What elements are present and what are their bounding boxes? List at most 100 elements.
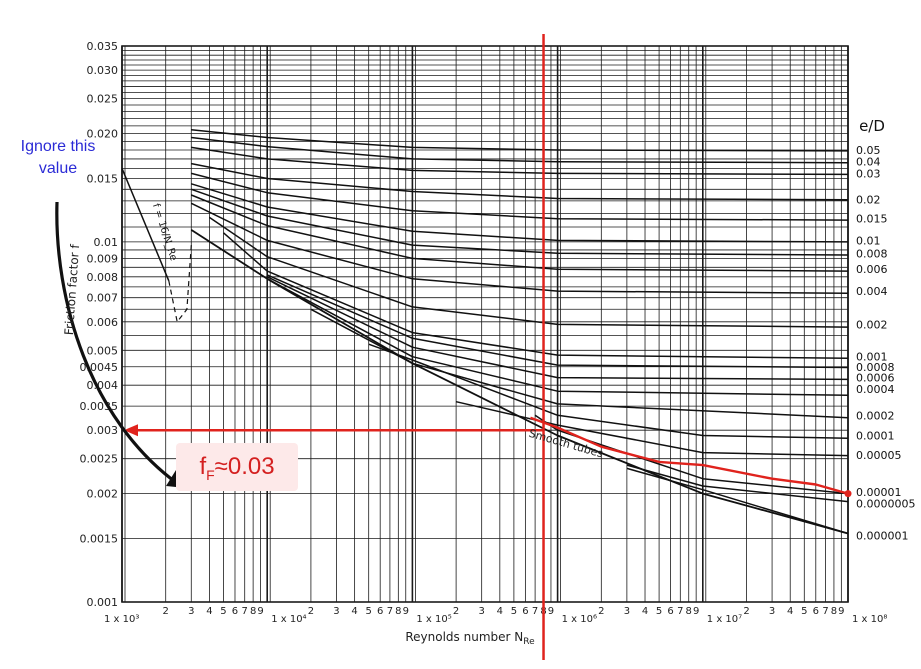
y-tick-label: 0.025 [87,93,119,106]
x-minor-label: 4 [497,606,503,617]
red-arrowhead [124,424,138,437]
roughness-label: 0.0002 [856,409,895,422]
ff-symbol: f [199,453,207,480]
curve-0-03 [191,146,849,176]
friction-factor-result-box: fF≈0.03 [176,443,298,491]
roughness-label: 0.0008 [856,361,895,374]
y-tick-labels: 0.035 0.030 0.025 0.020 0.015 0.01 0.009 0.008 0… [80,40,119,609]
curve-Smooth-tubes [190,229,849,535]
curve-0-0008 [266,274,849,369]
curve-0-0006 [266,276,849,381]
curve-0-015 [191,172,849,221]
laminar-label: f = 16/N_Re [150,202,179,262]
x-minor-label: 3 [188,606,194,617]
y-tick-label: 0.0025 [80,453,119,466]
ff-value: ≈0.03 [214,453,275,480]
curve-0-001 [223,232,849,360]
roughness-label: 0.004 [856,285,888,298]
y-tick-label: 0.035 [87,40,119,53]
legend-title: e/D [859,117,885,135]
x-minor-label: 9 [403,606,409,617]
x-minor-label: 6 [232,606,238,617]
y-tick-label: 0.015 [87,173,119,186]
grid-major [121,45,849,603]
red-trace-end [844,490,852,498]
y-tick-label: 0.008 [87,271,119,284]
roughness-label: 0.04 [856,156,881,169]
x-minor-label: 7 [532,606,538,617]
curve-0-0000005 [626,464,849,503]
x-decade-label: 1 x 10⁴ [271,614,306,625]
x-minor-label: 9 [257,606,263,617]
x-minor-label: 6 [522,606,528,617]
roughness-label: 0.006 [856,263,888,276]
x-decade-label: 1 x 10⁵ [416,614,451,625]
x-minor-label: 3 [769,606,775,617]
curve-0-002 [208,216,849,328]
x-minor-label: 5 [511,606,517,617]
roughness-label: 0.0006 [856,372,895,385]
y-tick-label: 0.004 [87,379,119,392]
roughness-label: 0.001 [856,351,888,364]
roughness-label: 0.0000005 [856,497,916,510]
x-minor-label: 2 [743,606,749,617]
y-tick-label: 0.007 [87,292,119,305]
x-minor-label: 5 [220,606,226,617]
x-axis-label: Reynolds number NRe [405,630,535,647]
roughness-label: 0.000001 [856,529,909,542]
plot-frame [121,45,849,603]
curve-0-01 [191,183,849,243]
curve-0-0002 [310,308,849,419]
roughness-label: 0.0004 [856,383,895,396]
x-minor-label: 8 [686,606,692,617]
curve-0-000001 [626,467,849,535]
red-trace-curve [529,416,849,495]
x-minor-label: 5 [801,606,807,617]
y-tick-label: 0.005 [87,344,119,357]
annotation-overlay [55,34,852,660]
x-decade-label: 1 x 10⁸ [852,614,887,625]
roughness-label: 0.008 [856,247,888,260]
x-decade-label: 1 x 10⁷ [707,614,742,625]
roughness-label: 0.05 [856,144,881,157]
x-minor-label: 2 [453,606,459,617]
x-minor-label: 3 [333,606,339,617]
x-minor-label: 6 [377,606,383,617]
roughness-label: 0.00001 [856,486,902,499]
y-axis-label: Friction factor f [62,243,82,335]
x-minor-label: 3 [624,606,630,617]
y-tick-label: 0.020 [87,128,119,141]
ff-subscript: F [206,466,215,483]
x-minor-label: 8 [250,606,256,617]
x-decade-label: 1 x 10³ [104,614,139,625]
x-minor-label: 8 [831,606,837,617]
roughness-label: 0.01 [856,234,881,247]
curve-0-0004 [266,278,849,397]
roughness-label: 0.002 [856,318,888,331]
x-minor-label: 7 [242,606,248,617]
y-tick-label: 0.002 [87,488,119,501]
y-tick-label: 0.0015 [80,533,119,546]
x-minor-label: 9 [838,606,844,617]
roughness-label: 0.02 [856,194,881,207]
black-curved-arrow [55,201,179,486]
roughness-label: 0.015 [856,213,888,226]
x-minor-label: 2 [308,606,314,617]
x-minor-label: 7 [822,606,828,617]
x-minor-label: 2 [598,606,604,617]
curve-0-008 [191,188,849,256]
y-tick-label: 0.01 [94,236,119,249]
x-minor-label: 7 [387,606,393,617]
x-minor-label: 9 [548,606,554,617]
x-minor-label: 4 [642,606,648,617]
x-minor-label: 5 [656,606,662,617]
y-tick-label: 0.030 [87,64,119,77]
y-tick-label: 0.009 [87,252,119,265]
x-minor-label: 4 [206,606,212,617]
curve-0-006 [191,194,849,272]
y-tick-label: 0.001 [87,596,119,609]
x-minor-label: 8 [395,606,401,617]
curve-f-16-N-Re [121,168,170,282]
